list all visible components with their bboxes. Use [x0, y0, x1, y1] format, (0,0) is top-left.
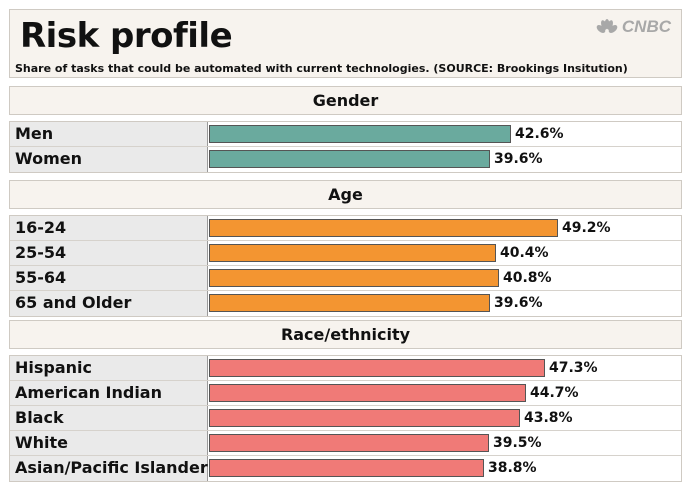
bar-rows: Hispanic 47.3% American Indian 44.7% Black 43…: [9, 355, 682, 482]
section-age: Age 16-24 49.2% 25-54 40.4% 55-64 40.8% 65 and…: [9, 180, 682, 317]
data-label: 49.2%: [562, 220, 611, 236]
bar-row: Asian/Pacific Islander 38.8%: [10, 456, 681, 481]
category-label: Asian/Pacific Islander: [10, 456, 208, 481]
data-label: 40.4%: [500, 245, 549, 261]
bar: [209, 269, 499, 287]
bar-row: 55-64 40.8%: [10, 266, 681, 291]
bar: [209, 409, 520, 427]
bar: [209, 150, 490, 168]
bar: [209, 459, 484, 477]
data-label: 47.3%: [549, 360, 598, 376]
bar-rows: 16-24 49.2% 25-54 40.4% 55-64 40.8% 65 and Old…: [9, 215, 682, 317]
bar-rows: Men 42.6% Women 39.6%: [9, 121, 682, 173]
data-label: 43.8%: [524, 410, 573, 426]
bar: [209, 434, 489, 452]
bar-row: Men 42.6%: [10, 122, 681, 147]
section-header: Age: [9, 180, 682, 209]
chart-title: Risk profile: [20, 16, 233, 56]
category-label: American Indian: [10, 381, 208, 405]
category-label: White: [10, 431, 208, 455]
category-label: 65 and Older: [10, 291, 208, 316]
category-label: Black: [10, 406, 208, 430]
bar-row: Women 39.6%: [10, 147, 681, 172]
bar-row: Hispanic 47.3%: [10, 356, 681, 381]
bar: [209, 294, 490, 312]
category-label: 25-54: [10, 241, 208, 265]
bar: [209, 384, 526, 402]
bar: [209, 359, 545, 377]
bar: [209, 219, 558, 237]
section-header: Gender: [9, 86, 682, 115]
category-label: Hispanic: [10, 356, 208, 380]
category-label: 55-64: [10, 266, 208, 290]
bar-row: American Indian 44.7%: [10, 381, 681, 406]
bar: [209, 125, 511, 143]
bar-row: 65 and Older 39.6%: [10, 291, 681, 316]
data-label: 44.7%: [530, 385, 579, 401]
data-label: 38.8%: [488, 460, 537, 476]
bar-row: White 39.5%: [10, 431, 681, 456]
logo-text: CNBC: [621, 17, 671, 36]
bar-row: Black 43.8%: [10, 406, 681, 431]
category-label: 16-24: [10, 216, 208, 240]
cnbc-logo: CNBC: [596, 17, 671, 37]
chart-subtitle: Share of tasks that could be automated w…: [15, 62, 628, 75]
data-label: 40.8%: [503, 270, 552, 286]
section-race-ethnicity: Race/ethnicity Hispanic 47.3% American Ind…: [9, 320, 682, 482]
chart-header: Risk profile Share of tasks that could b…: [9, 9, 682, 78]
data-label: 39.6%: [494, 295, 543, 311]
section-gender: Gender Men 42.6% Women 39.6%: [9, 86, 682, 173]
data-label: 42.6%: [515, 126, 564, 142]
category-label: Men: [10, 122, 208, 146]
category-label: Women: [10, 147, 208, 172]
bar: [209, 244, 496, 262]
data-label: 39.5%: [493, 435, 542, 451]
bar-row: 16-24 49.2%: [10, 216, 681, 241]
data-label: 39.6%: [494, 151, 543, 167]
bar-row: 25-54 40.4%: [10, 241, 681, 266]
peacock-icon: [596, 19, 618, 33]
section-header: Race/ethnicity: [9, 320, 682, 349]
